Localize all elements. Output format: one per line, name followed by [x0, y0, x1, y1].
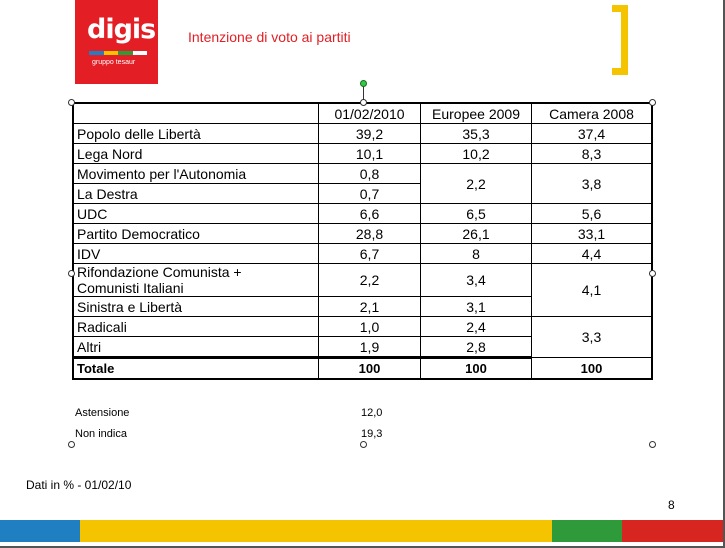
footer-band-yellow	[80, 520, 552, 542]
party-cell: Movimento per l'Autonomia	[72, 163, 319, 184]
value-cell: 33,1	[531, 223, 653, 244]
rotation-handle-line	[363, 86, 364, 101]
table-row: Popolo delle Libertà 39,2 35,3 37,4	[72, 123, 653, 144]
selection-handle-bottom-right[interactable]	[649, 441, 656, 448]
value-cell: 10,1	[318, 143, 421, 164]
party-cell: Altri	[72, 336, 319, 359]
header-cell-2010: 01/02/2010	[318, 102, 421, 124]
value-cell-merged: 2,2	[420, 163, 532, 204]
logo-subtext: gruppo tesaur	[92, 59, 136, 66]
total-value-cell: 100	[420, 357, 532, 380]
total-value-cell: 100	[531, 357, 653, 380]
party-line-1: Rifondazione Comunista +	[77, 264, 242, 280]
party-cell: UDC	[72, 203, 319, 224]
value-cell: 37,4	[531, 123, 653, 144]
header-cell-2009: Europee 2009	[420, 102, 532, 124]
value-cell: 8	[420, 243, 532, 264]
nonindica-label: Non indica	[75, 428, 127, 440]
selection-handle-top-center[interactable]	[360, 99, 367, 106]
table-row: Rifondazione Comunista + Comunisti Itali…	[72, 263, 653, 317]
selection-handle-middle-right[interactable]	[649, 270, 656, 277]
table-row: UDC 6,6 6,5 5,6	[72, 203, 653, 224]
page-number: 8	[668, 498, 675, 512]
table-row: Altri 1,9 2,8	[72, 336, 652, 359]
table-row: Radicali 1,0 2,4 3,3	[72, 316, 653, 358]
logo-color-stripe	[89, 51, 147, 55]
table-row: Lega Nord 10,1 10,2 8,3	[72, 143, 653, 164]
value-cell: 0,8	[318, 163, 421, 184]
value-cell-merged: 3,8	[531, 163, 653, 204]
value-cell: 8,3	[531, 143, 653, 164]
value-cell: 4,4	[531, 243, 653, 264]
value-cell: 39,2	[318, 123, 421, 144]
digis-logo: digis gruppo tesaur	[75, 0, 158, 84]
value-cell: 5,6	[531, 203, 653, 224]
party-cell: Radicali	[72, 316, 319, 337]
value-cell: 28,8	[318, 223, 421, 244]
logo-text: digis	[87, 14, 156, 45]
footer-band-red	[622, 520, 723, 542]
table-total-row: Totale 100 100 100	[72, 357, 653, 380]
selection-handle-top-left[interactable]	[68, 99, 75, 106]
value-cell: 6,6	[318, 203, 421, 224]
value-cell: 10,2	[420, 143, 532, 164]
value-cell: 3,4	[420, 263, 532, 297]
value-cell: 2,1	[318, 296, 421, 317]
rotation-handle[interactable]	[360, 80, 367, 87]
table-row: Sinistra e Libertà 2,1 3,1	[72, 296, 652, 317]
table-header-row: 01/02/2010 Europee 2009 Camera 2008	[72, 102, 653, 124]
party-cell: Popolo delle Libertà	[72, 123, 319, 144]
yellow-bracket-decoration	[612, 5, 628, 75]
value-cell: 6,7	[318, 243, 421, 264]
party-cell: Sinistra e Libertà	[72, 296, 319, 317]
value-cell: 0,7	[318, 183, 421, 204]
value-cell: 6,5	[420, 203, 532, 224]
party-cell: La Destra	[72, 183, 319, 204]
value-cell-merged: 3,3	[531, 316, 653, 358]
footer-band-green	[552, 520, 622, 542]
slide-title: Intenzione di voto ai partiti	[188, 29, 351, 45]
header-cell-party	[72, 102, 319, 124]
astensione-value: 12,0	[361, 407, 383, 419]
value-cell: 1,0	[318, 316, 421, 337]
party-cell: Partito Democratico	[72, 223, 319, 244]
selection-handle-middle-left[interactable]	[68, 270, 75, 277]
footer-band-blue	[0, 520, 80, 542]
party-cell: Lega Nord	[72, 143, 319, 164]
value-cell: 2,2	[318, 263, 421, 297]
voting-intention-table[interactable]: 01/02/2010 Europee 2009 Camera 2008 Popo…	[72, 102, 653, 380]
value-cell: 2,4	[420, 316, 532, 337]
value-cell: 1,9	[318, 336, 421, 359]
total-label-cell: Totale	[72, 357, 319, 380]
value-cell: 26,1	[420, 223, 532, 244]
total-value-cell: 100	[318, 357, 421, 380]
header-cell-2008: Camera 2008	[531, 102, 653, 124]
selection-handle-bottom-center[interactable]	[360, 441, 367, 448]
astensione-label: Astensione	[75, 407, 130, 419]
nonindica-value: 19,3	[361, 428, 383, 440]
party-cell: IDV	[72, 243, 319, 264]
footer-note: Dati in % - 01/02/10	[26, 478, 132, 492]
table-row: Movimento per l'Autonomia 0,8 2,2 3,8	[72, 163, 653, 204]
table-row: IDV 6,7 8 4,4	[72, 243, 653, 264]
table-row: Partito Democratico 28,8 26,1 33,1	[72, 223, 653, 244]
party-line-2: Comunisti Italiani	[77, 280, 184, 296]
value-cell: 3,1	[420, 296, 532, 317]
value-cell-merged: 4,1	[531, 263, 653, 317]
value-cell: 35,3	[420, 123, 532, 144]
selection-handle-bottom-left[interactable]	[68, 441, 75, 448]
value-cell: 2,8	[420, 336, 532, 359]
selection-handle-top-right[interactable]	[649, 99, 656, 106]
party-cell: Rifondazione Comunista + Comunisti Itali…	[72, 263, 319, 297]
